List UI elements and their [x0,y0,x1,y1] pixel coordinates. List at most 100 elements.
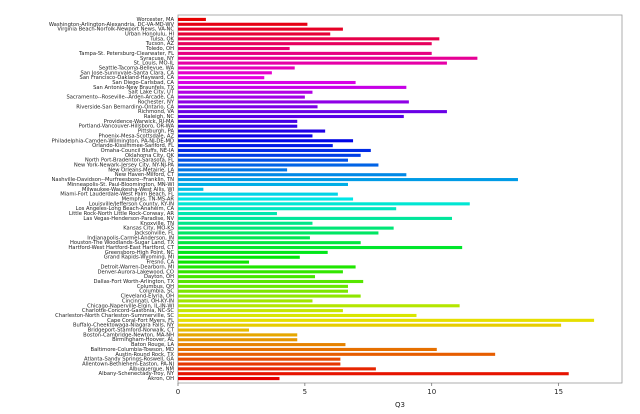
y-tick-label: Cincinnati, OH-KY-IN [122,298,174,304]
bar [178,333,298,337]
y-tick-label: Columbus, OH [137,284,174,290]
y-tick-label: Knoxville, TN [140,221,174,227]
y-tick-label: Buffalo-Cheektowaga-Niagara Falls, NY [73,323,175,329]
y-tick-label: Akron, OH [148,376,174,382]
bar [178,51,432,55]
bar [178,226,394,230]
bar [178,284,348,288]
bar [178,95,305,99]
bar [178,71,272,75]
bar [178,377,280,381]
y-tick-label: Memphis, TN-MS-AR [122,197,175,203]
y-tick-label: New York-Newark-Jersey City, NY-NJ-PA [74,163,175,169]
bar [178,202,470,206]
y-tick-label: Oklahoma City, OK [125,153,175,159]
bar [178,236,310,240]
y-tick-label: Baltimore-Columbia-Towson, MD [91,347,174,353]
y-tick-label: Portland-Vancouver-Hillsboro, OR-WA [79,124,175,130]
bar [178,105,318,109]
bar [178,100,409,104]
bar [178,260,250,264]
bar [178,80,356,85]
bar [178,192,338,196]
bar [178,124,298,128]
y-tick-label: Los Angeles-Long Beach-Anaheim, CA [76,206,175,212]
y-tick-label: Albany-Schenectady-Troy, NY [99,371,175,377]
bar [178,27,343,31]
y-tick-label: Phoenix-Mesa-Scottsdale, AZ [99,133,175,139]
bar [178,372,569,376]
y-tick-label: Tampa-St. Petersburg-Clearwater, FL [78,51,174,57]
y-tick-label: Sacramento--Roseville--Arden-Arcade, CA [66,95,174,101]
y-tick-label: Dayton, OH [144,274,174,280]
bar [178,328,250,332]
y-tick-label: Virginia Beach-Norfolk-Newport News, VA-… [57,27,174,33]
bar [178,76,265,80]
y-tick-label: Worcester, MA [137,17,175,23]
bar [178,114,404,119]
y-tick-label: Nashville-Davidson--Murfreesboro--Frankl… [52,177,175,183]
bar [178,323,562,327]
x-tick-label: 5 [303,388,307,396]
y-tick-label: Austin-Round Rock, TX [115,352,174,358]
y-tick-label: Providence-Warwick, RI-MA [104,119,175,125]
y-tick-label: Washington-Arlington-Alexandria, DC-VA-M… [49,22,175,28]
bar [178,343,346,347]
bar [178,56,478,60]
y-tick-label: Dallas-Fort Worth-Arlington, TX [94,279,175,285]
y-tick-label: Greensboro-High Point, NC [105,250,175,256]
bar [178,129,326,133]
y-tick-label: Pittsburgh, PA [138,129,175,135]
y-tick-label: Charlotte-Concord-Gastonia, NC-SC [82,308,174,314]
y-tick-label: Baton Rouge, LA [131,342,175,348]
bar [178,22,308,26]
y-tick-label: Albuquerque, NM [129,366,174,372]
x-tick-label: 0 [176,388,180,396]
bar [178,216,453,220]
y-tick-label: Chicago-Naperville-Elgin, IL-IN-WI [87,303,174,309]
y-tick-label: Orlando-Kissimmee-Sanford, FL [92,143,174,149]
y-tick-label: North Port-Bradenton-Sarasota, FL [85,158,174,164]
y-tick-label: Detroit-Warren-Dearborn, MI [100,264,174,270]
bar [178,347,437,352]
bar [178,37,440,41]
y-tick-label: Fresno, CA [147,260,175,266]
bar [178,207,397,211]
y-tick-label: Omaha-Council Bluffs, NE-IA [101,148,175,154]
bar [178,367,376,371]
y-tick-label: Houston-The Woodlands-Sugar Land, TX [70,240,174,246]
bar [178,279,364,284]
bar [178,66,295,70]
y-tick-label: St. Louis, MO-IL [134,61,174,67]
y-tick-label: Hartford-West Hartford-East Hartford, CT [68,245,174,251]
bar [178,148,371,153]
bar [178,245,463,250]
y-tick-label: Riverside-San Bernardino-Ontario, CA [76,104,174,110]
bar [178,313,417,318]
y-tick-label: New Orleans-Metairie, LA [108,167,174,173]
y-tick-label: Boston-Cambridge-Newton, MA-NH [83,332,174,338]
bar [178,304,460,308]
bar [178,139,354,143]
bar [178,318,595,322]
y-tick-label: Urban Honolulu, HI [125,31,175,37]
y-tick-label: Bridgeport-Stamford-Norwalk, CT [88,328,175,334]
y-tick-label: Birmingham-Hoover, AL [112,337,174,343]
y-tick-label: Miami-Fort Lauderdale-West Palm Beach, F… [60,192,174,198]
bar [178,46,290,51]
bar [178,168,288,172]
y-tick-label: Minneapolis-St. Paul-Bloomington, MN-WI [67,182,174,188]
bar [178,250,328,254]
y-tick-label: Tucson, AZ [145,41,175,47]
x-tick-label: 10 [427,388,436,396]
bar [178,42,432,46]
y-tick-label: Indianapolis-Carmel-Anderson, IN [87,235,174,241]
bar [178,255,300,259]
bar [178,231,379,235]
y-tick-label: New Haven-Milford, CT [115,172,175,178]
bar [178,32,331,36]
y-tick-label: Philadelphia-Camden-Wilmington, PA-NJ-DE… [52,138,174,144]
y-tick-label: Richmond, VA [138,109,175,115]
y-tick-label: Grand Rapids-Wyoming, MI [104,255,175,261]
bar [178,362,341,366]
